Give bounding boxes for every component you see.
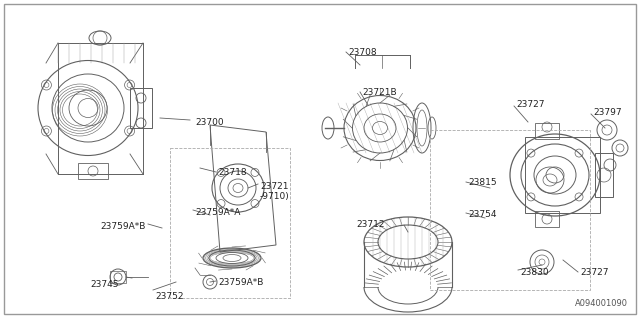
- Bar: [430, 130, 590, 290]
- Text: 23797: 23797: [593, 108, 621, 117]
- Text: 23712: 23712: [356, 220, 385, 229]
- Text: 23759A*A: 23759A*A: [195, 208, 241, 217]
- Text: A094001090: A094001090: [575, 299, 628, 308]
- Text: 23752: 23752: [155, 292, 184, 301]
- Text: 23745: 23745: [90, 280, 118, 289]
- Text: 23700: 23700: [195, 118, 223, 127]
- Bar: [130, 88, 152, 128]
- Text: 23718: 23718: [218, 168, 246, 177]
- Bar: [595, 153, 613, 197]
- Text: 23759A*B: 23759A*B: [100, 222, 145, 231]
- Text: 23830: 23830: [520, 268, 548, 277]
- Text: 23727: 23727: [580, 268, 609, 277]
- Bar: [170, 148, 290, 298]
- Bar: [535, 211, 559, 227]
- Bar: [525, 137, 600, 213]
- Text: 23721B: 23721B: [362, 88, 397, 97]
- Text: 23727: 23727: [516, 100, 545, 109]
- Text: 23754: 23754: [468, 210, 497, 219]
- Text: 23721: 23721: [260, 182, 289, 191]
- Bar: [78, 163, 108, 179]
- Bar: [535, 123, 559, 139]
- Text: 23759A*B: 23759A*B: [218, 278, 264, 287]
- Text: -9710): -9710): [260, 192, 290, 201]
- Text: 23708: 23708: [348, 48, 376, 57]
- Bar: [110, 271, 126, 283]
- Text: 23815: 23815: [468, 178, 497, 187]
